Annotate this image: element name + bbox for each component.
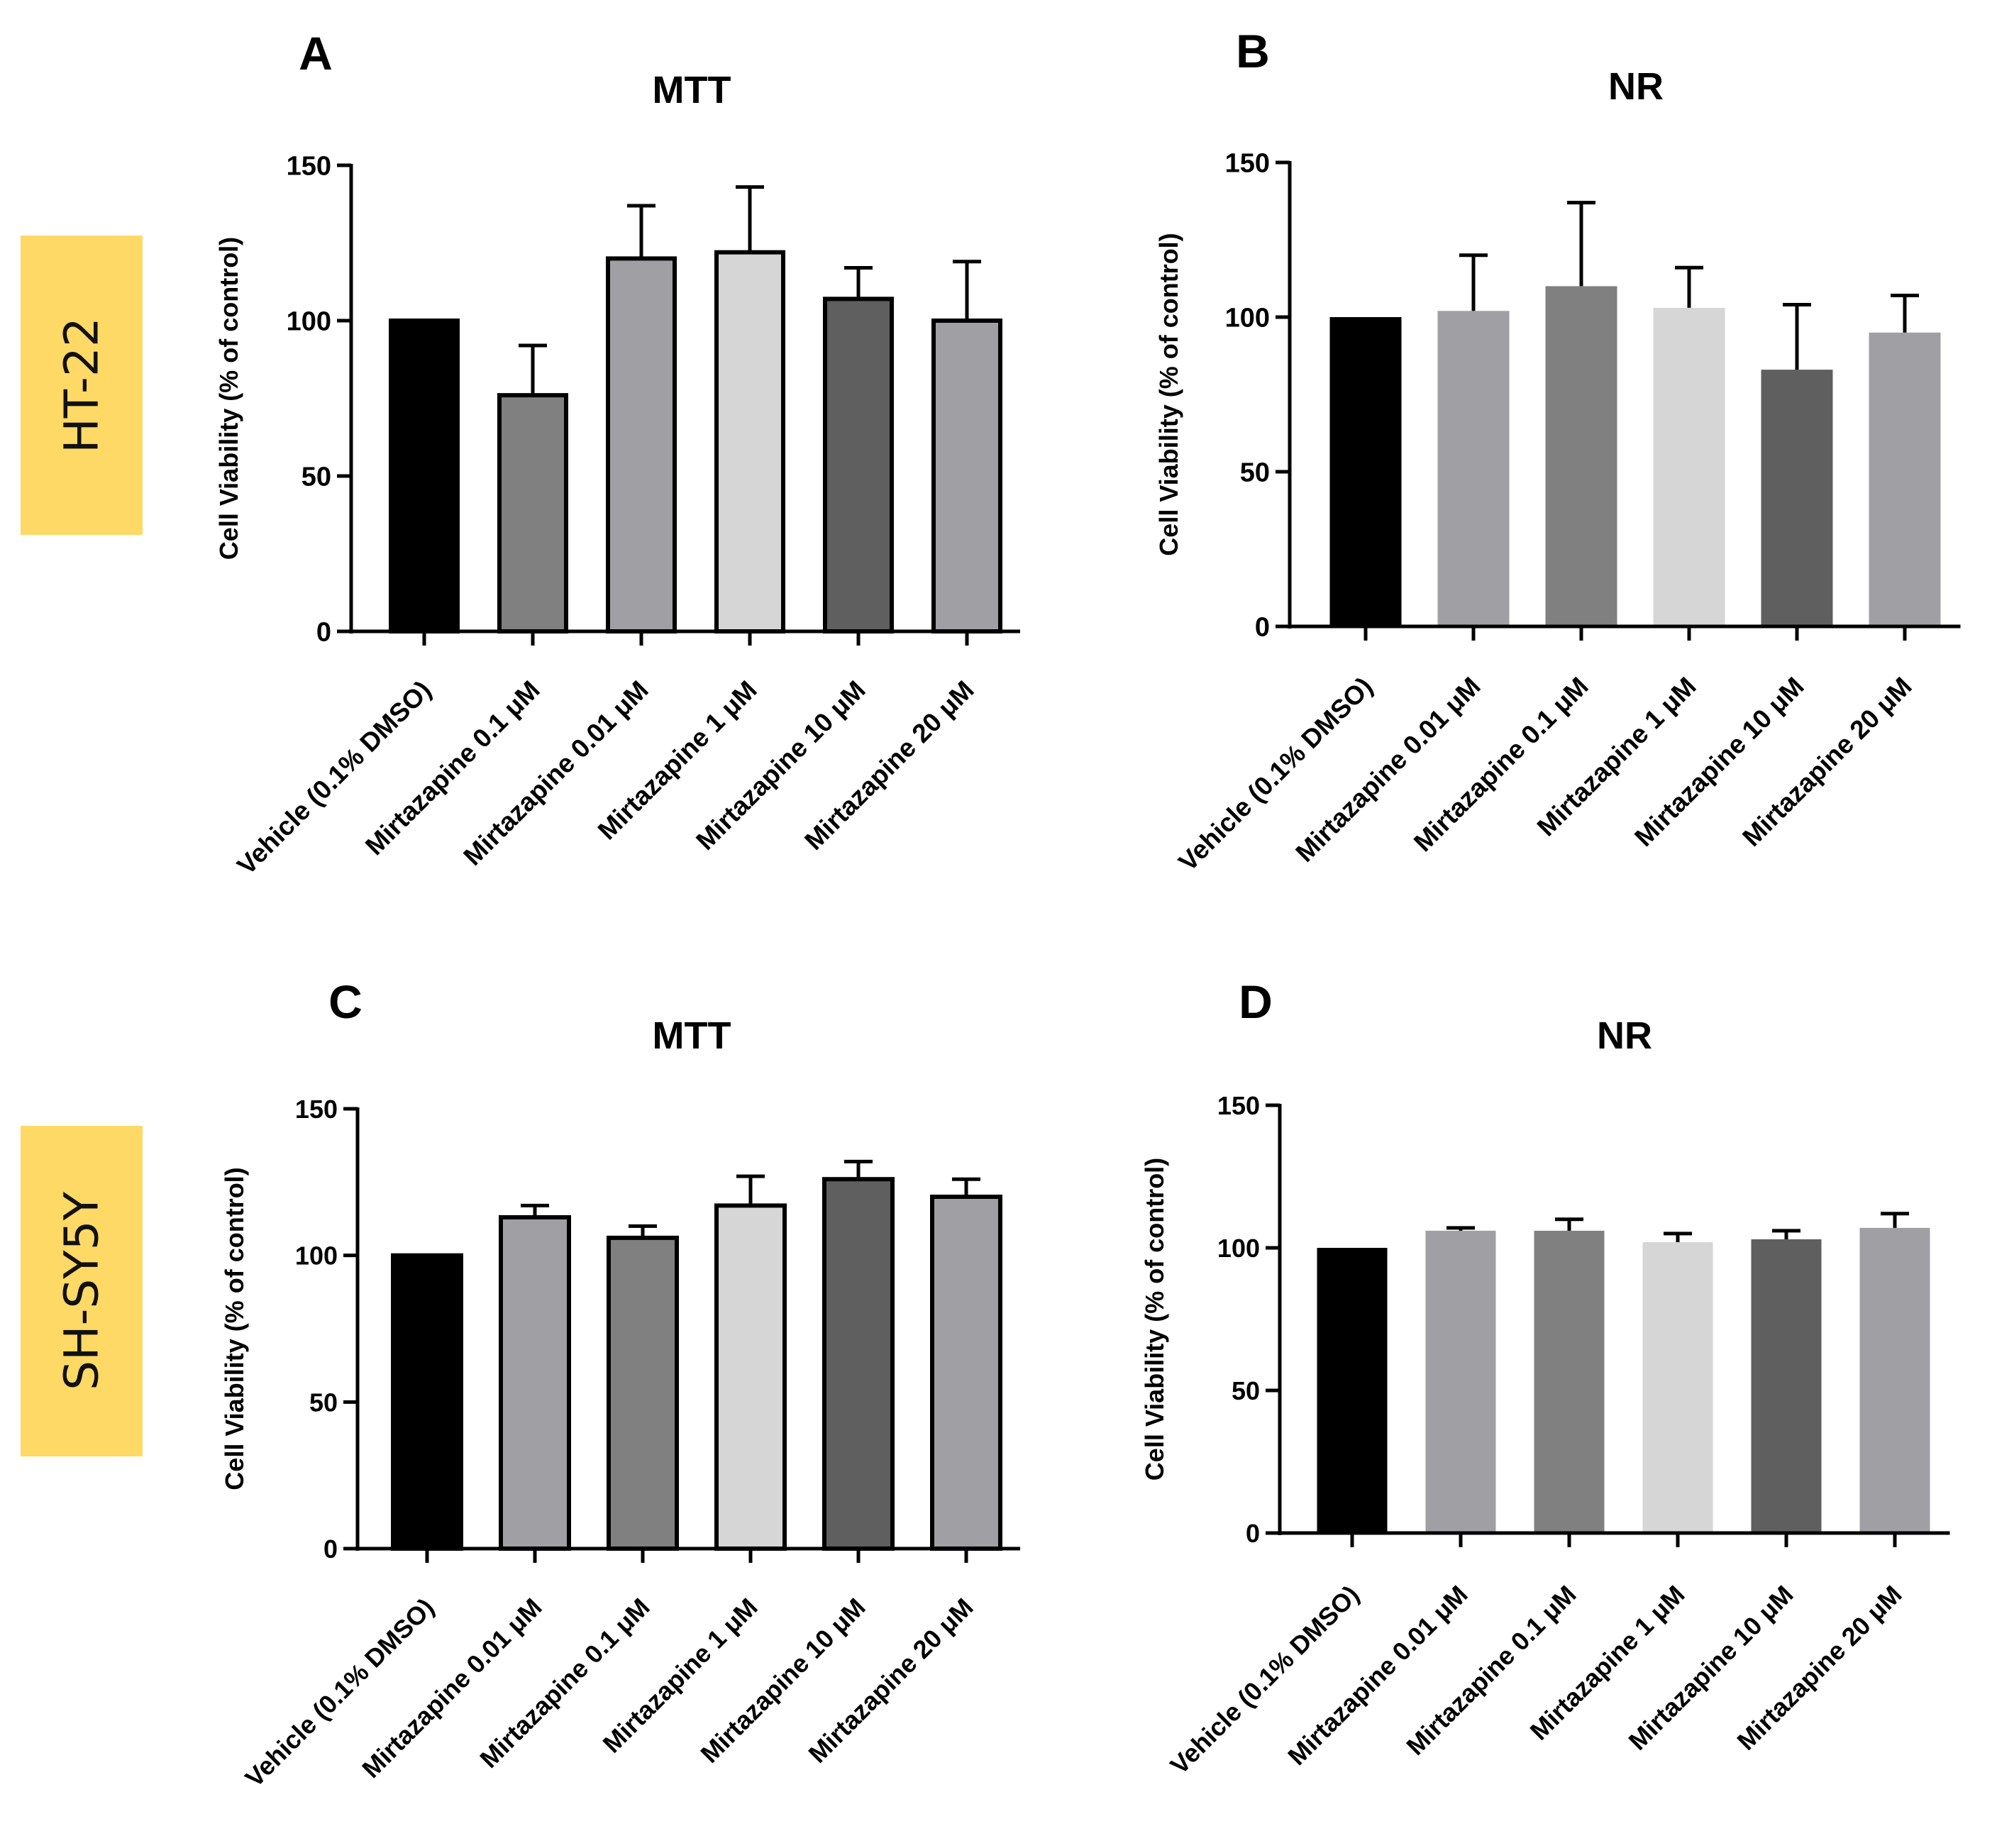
bar-b-3 bbox=[1545, 286, 1617, 626]
y-tick-label-c-50: 50 bbox=[309, 1388, 338, 1417]
y-tick-label-b-150: 150 bbox=[1225, 149, 1270, 179]
bar-a-1 bbox=[389, 319, 460, 633]
chart-title-a: MTT bbox=[653, 69, 731, 111]
panel-letter-b: B bbox=[1236, 25, 1270, 77]
bar-a-3 bbox=[606, 256, 677, 633]
bar-c-6 bbox=[930, 1195, 1002, 1551]
y-tick-label-a-150: 150 bbox=[287, 152, 331, 182]
row-label-ht22-text: HT-22 bbox=[54, 317, 109, 453]
chart-title-b: NR bbox=[1608, 65, 1664, 108]
bar-a-6 bbox=[931, 319, 1002, 633]
x-tick-label-d-2: Mirtazapine 0.01 μM bbox=[1282, 1580, 1473, 1771]
y-axis-label-c: Cell Viability (% of control) bbox=[220, 1167, 249, 1490]
y-tick-label-a-100: 100 bbox=[287, 307, 331, 337]
x-tick-label-c-1: Vehicle (0.1% DMSO) bbox=[239, 1593, 439, 1793]
y-tick-label-d-50: 50 bbox=[1232, 1376, 1260, 1405]
x-tick-label-b-1: Vehicle (0.1% DMSO) bbox=[1173, 672, 1378, 877]
bar-d-5 bbox=[1751, 1239, 1822, 1533]
bar-c-2 bbox=[499, 1215, 571, 1551]
x-tick-label-a-1: Vehicle (0.1% DMSO) bbox=[231, 675, 436, 880]
bar-b-2 bbox=[1437, 311, 1510, 626]
chart-panel-b: B NR Cell Viability (% of control) 0 50 100 15… bbox=[1154, 25, 1961, 877]
bar-b-5 bbox=[1761, 370, 1833, 626]
x-tick-label-b-3: Mirtazapine 0.1 μM bbox=[1408, 672, 1594, 858]
y-axis-label-a: Cell Viability (% of control) bbox=[214, 237, 243, 560]
bar-a-5 bbox=[823, 297, 894, 633]
x-tick-label-a-3: Mirtazapine 0.01 μM bbox=[458, 675, 653, 871]
bar-d-2 bbox=[1425, 1230, 1496, 1533]
x-tick-label-b-2: Mirtazapine 0.01 μM bbox=[1290, 672, 1486, 868]
chart-panel-c: C MTT Cell Viability (% of control) 0 50 100 1… bbox=[220, 975, 1020, 1793]
row-label-shsy5y-text: SH-SY5Y bbox=[54, 1192, 109, 1390]
bar-b-1 bbox=[1329, 317, 1402, 626]
y-axis-label-d: Cell Viability (% of control) bbox=[1140, 1158, 1169, 1481]
y-tick-label-b-100: 100 bbox=[1225, 304, 1270, 333]
y-tick-label-d-150: 150 bbox=[1217, 1091, 1260, 1120]
x-tick-label-d-1: Vehicle (0.1% DMSO) bbox=[1164, 1580, 1364, 1780]
y-tick-label-a-0: 0 bbox=[316, 618, 331, 648]
y-tick-label-c-0: 0 bbox=[323, 1534, 338, 1564]
bar-c-4 bbox=[714, 1203, 787, 1551]
panel-letter-a: A bbox=[299, 27, 333, 79]
y-tick-label-d-0: 0 bbox=[1246, 1519, 1260, 1548]
bar-d-6 bbox=[1859, 1227, 1930, 1533]
bar-a-2 bbox=[497, 393, 568, 633]
bar-d-4 bbox=[1642, 1241, 1713, 1533]
y-tick-label-c-100: 100 bbox=[295, 1241, 338, 1271]
x-tick-label-c-2: Mirtazapine 0.01 μM bbox=[356, 1593, 547, 1783]
panel-letter-c: C bbox=[328, 975, 363, 1028]
bar-d-3 bbox=[1534, 1230, 1605, 1533]
y-axis-label-b: Cell Viability (% of control) bbox=[1154, 233, 1183, 555]
y-tick-label-d-100: 100 bbox=[1217, 1234, 1260, 1263]
y-tick-label-a-50: 50 bbox=[302, 463, 331, 492]
bar-d-1 bbox=[1317, 1248, 1388, 1533]
panel-letter-d: D bbox=[1239, 975, 1273, 1028]
bar-b-4 bbox=[1653, 307, 1725, 626]
bar-c-1 bbox=[391, 1253, 463, 1551]
y-tick-label-b-50: 50 bbox=[1240, 458, 1270, 488]
row-label-ht22: HT-22 bbox=[21, 236, 143, 535]
bar-a-4 bbox=[714, 250, 785, 633]
y-tick-label-b-0: 0 bbox=[1255, 613, 1270, 643]
row-label-shsy5y: SH-SY5Y bbox=[21, 1126, 143, 1456]
chart-panel-a: A MTT Cell Viability (% of control) 0 50 100 1… bbox=[214, 27, 1020, 880]
chart-title-d: NR bbox=[1597, 1014, 1652, 1057]
bar-b-6 bbox=[1869, 332, 1941, 626]
chart-title-c: MTT bbox=[653, 1014, 731, 1057]
chart-panel-d: D NR Cell Viability (% of control) 0 50 100 15… bbox=[1140, 975, 1950, 1780]
bar-c-5 bbox=[822, 1177, 895, 1551]
bar-c-3 bbox=[607, 1235, 679, 1551]
y-tick-label-c-150: 150 bbox=[295, 1095, 338, 1124]
